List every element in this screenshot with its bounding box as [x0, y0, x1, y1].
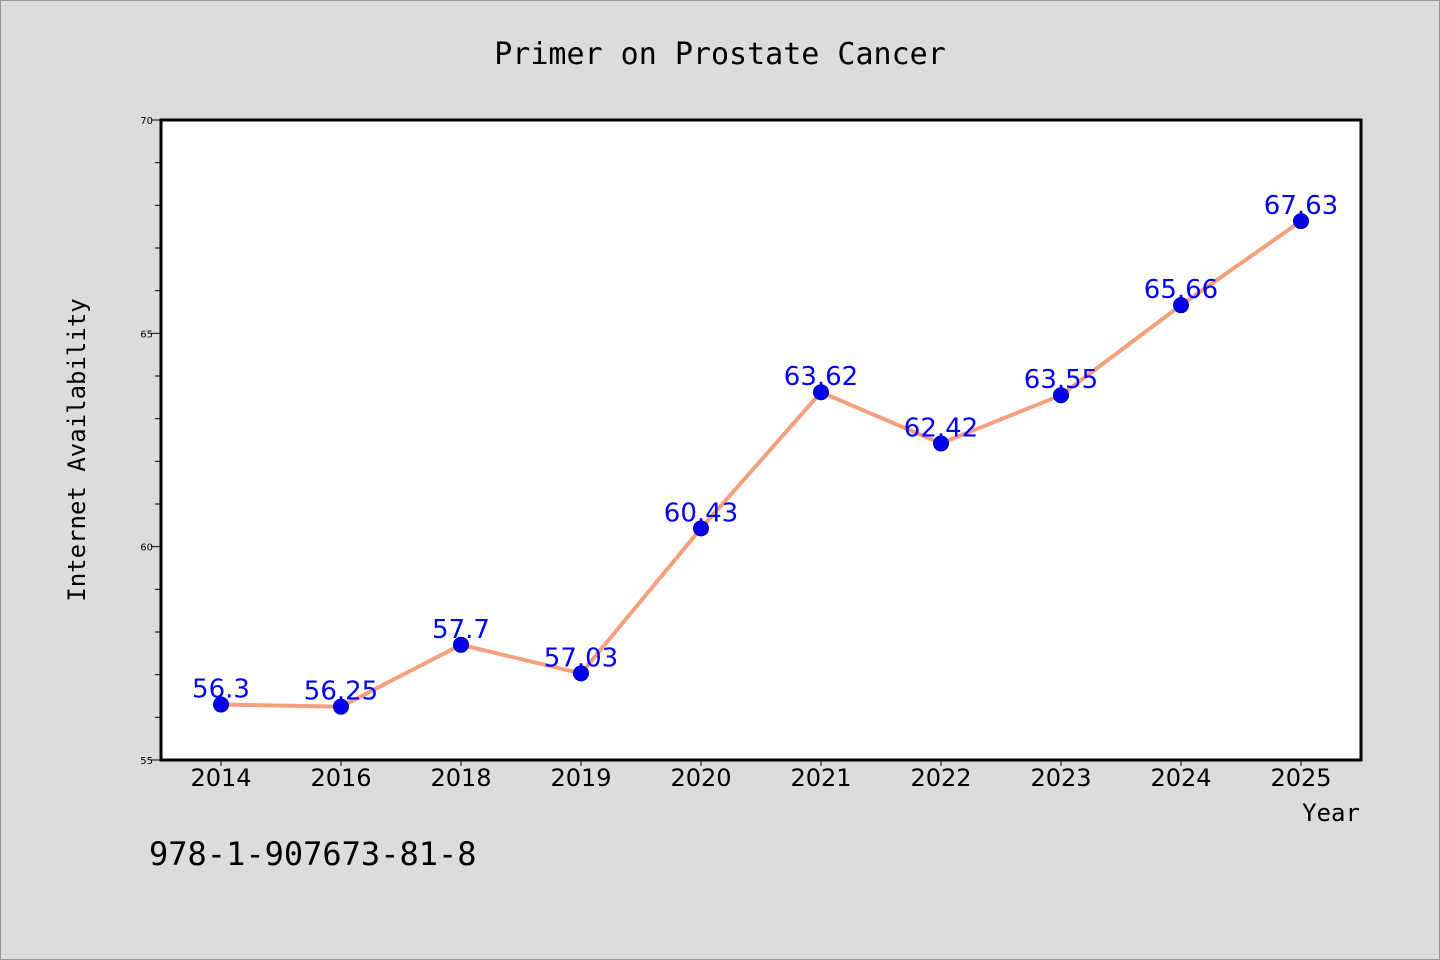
x-tick-label: 2018 — [430, 764, 491, 792]
x-tick-label: 2025 — [1270, 764, 1331, 792]
data-label: 65.66 — [1144, 275, 1218, 305]
data-label-layer: 56.3 56.25 57.7 57.03 60.43 63.62 62.42 63.55 65… — [192, 191, 1338, 707]
data-point — [333, 698, 349, 715]
data-point — [1173, 297, 1189, 314]
data-point — [693, 520, 709, 537]
x-axis-label: Year — [1302, 799, 1360, 827]
data-point — [213, 696, 229, 713]
footer-isbn: 978-1-907673-81-8 — [149, 835, 477, 873]
series-layer — [219, 219, 1303, 709]
data-label: 62.42 — [904, 413, 978, 443]
x-tick-label: 2024 — [1150, 764, 1211, 792]
y-tick-label: 60 — [140, 543, 153, 554]
data-point — [1053, 387, 1069, 404]
x-tick-label: 2021 — [790, 764, 851, 792]
data-point — [813, 384, 829, 401]
data-label: 67.63 — [1264, 191, 1338, 221]
x-tick-label: 2019 — [550, 764, 611, 792]
y-axis-ticks: 55 60 65 70 — [140, 116, 161, 767]
x-tick-label: 2014 — [190, 764, 251, 792]
data-label: 57.03 — [544, 643, 618, 673]
plot-area — [161, 120, 1361, 760]
x-tick-label: 2020 — [670, 764, 731, 792]
data-point — [1293, 213, 1309, 230]
data-point — [573, 665, 589, 682]
x-tick-label: 2022 — [910, 764, 971, 792]
data-label: 63.55 — [1024, 365, 1098, 395]
data-label: 60.43 — [664, 498, 738, 528]
marker-layer — [213, 213, 1309, 715]
chart-title: Primer on Prostate Cancer — [494, 37, 946, 72]
data-label: 56.25 — [304, 677, 378, 707]
data-label: 57.7 — [432, 615, 490, 645]
y-tick-label: 70 — [140, 116, 153, 127]
y-tick-label: 55 — [140, 756, 153, 767]
data-label: 63.62 — [784, 362, 858, 392]
x-tick-label: 2016 — [310, 764, 371, 792]
y-tick-label: 65 — [140, 329, 153, 340]
x-tick-label: 2023 — [1030, 764, 1091, 792]
data-point — [933, 435, 949, 452]
data-point — [453, 636, 469, 653]
y-axis-label: Internet Availability — [63, 298, 91, 601]
data-label: 56.3 — [192, 675, 250, 705]
plot-frame — [159, 118, 1363, 762]
x-axis-ticks: 2014 2016 2018 2019 2020 2021 2022 2023 2024 2025 — [190, 760, 1332, 792]
series-line — [219, 219, 1303, 709]
